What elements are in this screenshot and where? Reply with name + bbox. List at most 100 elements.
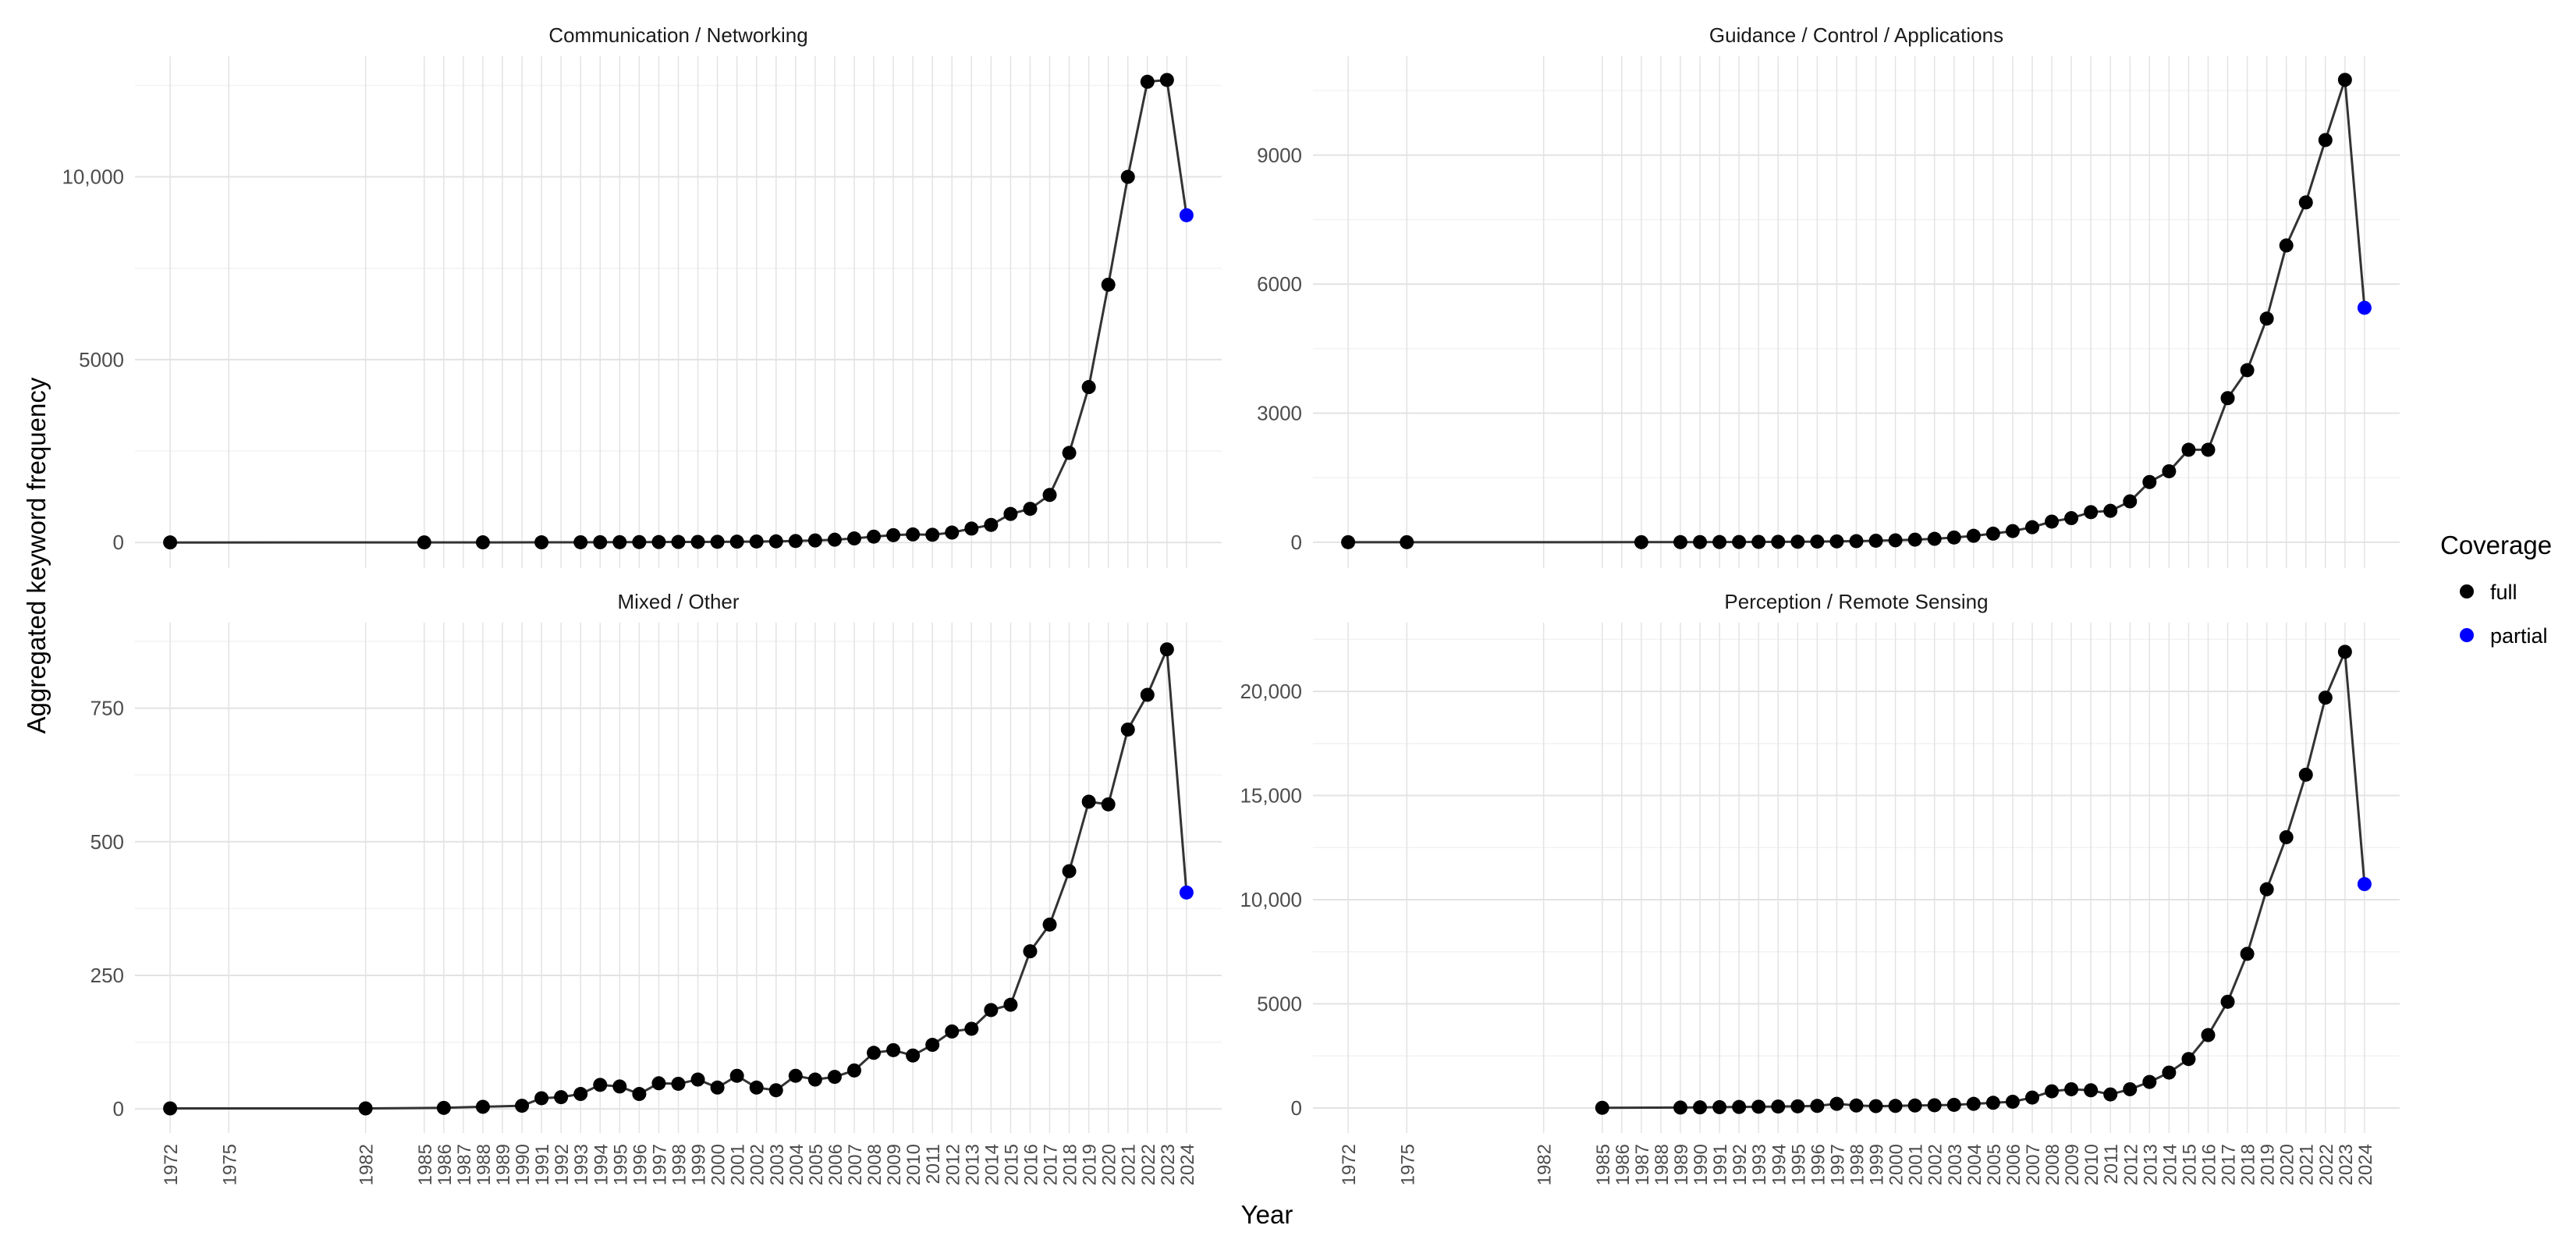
data-point bbox=[2181, 442, 2196, 457]
data-point bbox=[475, 535, 490, 550]
x-tick-label: 1988 bbox=[1652, 1144, 1673, 1185]
x-tick-label: 1998 bbox=[1847, 1144, 1868, 1185]
x-tick-label: 2011 bbox=[923, 1144, 944, 1184]
data-point bbox=[593, 534, 608, 549]
x-tick-label: 2000 bbox=[708, 1144, 729, 1185]
data-point bbox=[945, 525, 960, 540]
data-point bbox=[1101, 797, 1116, 812]
data-point bbox=[2045, 1084, 2060, 1099]
legend: Coverage full partial bbox=[2440, 531, 2552, 648]
data-point bbox=[2005, 524, 2020, 538]
x-tick-label: 1986 bbox=[1613, 1144, 1634, 1185]
data-point bbox=[1927, 1098, 1942, 1113]
x-tick-label: 2020 bbox=[1099, 1144, 1120, 1185]
data-point bbox=[1693, 534, 1708, 549]
data-point bbox=[1810, 534, 1825, 549]
data-point bbox=[1023, 502, 1038, 517]
data-point bbox=[1771, 534, 1786, 549]
x-tick-label: 1987 bbox=[454, 1144, 475, 1185]
x-tick-label: 1985 bbox=[415, 1144, 436, 1185]
data-point bbox=[2337, 645, 2352, 659]
data-point bbox=[1159, 642, 1174, 657]
y-tick-label: 250 bbox=[90, 964, 124, 987]
data-point bbox=[827, 532, 842, 547]
x-tick-label: 2019 bbox=[1080, 1144, 1101, 1185]
data-point bbox=[2298, 195, 2313, 210]
data-point bbox=[1140, 74, 1155, 89]
data-point bbox=[2162, 1065, 2177, 1080]
data-point bbox=[554, 1090, 569, 1105]
data-point bbox=[1120, 169, 1135, 184]
data-point bbox=[807, 533, 822, 548]
legend-key-full bbox=[2460, 584, 2474, 598]
panel-title: Guidance / Control / Applications bbox=[1709, 23, 2003, 47]
x-tick-label: 2001 bbox=[1906, 1144, 1927, 1185]
y-tick-label: 500 bbox=[90, 830, 124, 854]
y-tick-label: 750 bbox=[90, 697, 124, 720]
x-tick-label: 2018 bbox=[1060, 1144, 1081, 1185]
data-point bbox=[1400, 534, 1414, 549]
x-tick-label: 2005 bbox=[1984, 1144, 2005, 1185]
data-point bbox=[984, 517, 999, 532]
x-tick-label: 2022 bbox=[2316, 1144, 2337, 1185]
data-point bbox=[1966, 528, 1981, 543]
data-point bbox=[2084, 1083, 2099, 1098]
y-tick-label: 3000 bbox=[1257, 402, 1302, 425]
x-tick-label: 2006 bbox=[2003, 1144, 2024, 1185]
data-point bbox=[1888, 533, 1903, 548]
data-point bbox=[2005, 1094, 2020, 1109]
x-tick-label: 2021 bbox=[2297, 1144, 2318, 1185]
y-tick-label: 6000 bbox=[1257, 272, 1302, 296]
x-tick-label: 2023 bbox=[1158, 1144, 1179, 1185]
x-tick-label: 2010 bbox=[2081, 1144, 2102, 1185]
x-tick-label: 2008 bbox=[2042, 1144, 2063, 1185]
data-point bbox=[2318, 133, 2333, 147]
x-tick-label: 1989 bbox=[493, 1144, 514, 1185]
data-point bbox=[1849, 1098, 1864, 1113]
x-tick-label: 2016 bbox=[2198, 1144, 2219, 1185]
data-point bbox=[807, 1072, 822, 1087]
x-tick-label: 1993 bbox=[571, 1144, 592, 1185]
x-tick-label: 2006 bbox=[825, 1144, 846, 1185]
x-tick-label: 1972 bbox=[1339, 1144, 1360, 1185]
panel-title: Perception / Remote Sensing bbox=[1724, 590, 1988, 613]
data-point bbox=[1023, 944, 1038, 959]
x-tick-label: 1999 bbox=[1867, 1144, 1888, 1185]
data-point bbox=[1966, 1096, 1981, 1111]
x-tick-label: 1995 bbox=[1788, 1144, 1809, 1185]
x-axis-label: Year bbox=[1241, 1200, 1293, 1229]
x-tick-label: 1986 bbox=[435, 1144, 456, 1185]
x-tick-label: 1972 bbox=[161, 1144, 182, 1185]
data-point bbox=[573, 534, 588, 549]
x-tick-label: 2004 bbox=[1964, 1144, 1985, 1185]
panel-1: Communication / Networking 0 5000 10,000 bbox=[62, 23, 1222, 568]
data-point bbox=[690, 1072, 705, 1087]
x-tick-label: 1985 bbox=[1593, 1144, 1614, 1185]
data-point bbox=[925, 527, 940, 542]
data-point bbox=[2103, 1087, 2118, 1102]
data-point bbox=[2220, 391, 2235, 406]
data-point bbox=[1634, 534, 1648, 549]
data-point bbox=[710, 534, 725, 549]
x-tick-label: 2015 bbox=[2179, 1144, 2200, 1185]
data-point bbox=[1751, 1099, 1766, 1114]
data-point bbox=[1732, 534, 1747, 549]
data-point bbox=[1907, 1098, 1922, 1113]
x-tick-label: 2021 bbox=[1119, 1144, 1140, 1185]
data-point bbox=[1003, 997, 1018, 1012]
x-tick-label: 1975 bbox=[219, 1144, 240, 1185]
data-point bbox=[2298, 767, 2313, 782]
x-tick-label: 2020 bbox=[2277, 1144, 2298, 1185]
panel-title: Mixed / Other bbox=[617, 590, 739, 613]
x-tick-label: 2012 bbox=[2120, 1144, 2141, 1185]
data-point bbox=[1985, 526, 2000, 541]
data-point bbox=[534, 535, 549, 550]
data-point bbox=[612, 1079, 627, 1094]
data-point bbox=[1829, 1096, 1844, 1111]
data-point bbox=[925, 1038, 940, 1053]
data-point bbox=[2103, 503, 2118, 518]
data-point bbox=[358, 1101, 373, 1116]
data-point bbox=[1595, 1100, 1609, 1115]
data-point bbox=[2279, 829, 2294, 844]
